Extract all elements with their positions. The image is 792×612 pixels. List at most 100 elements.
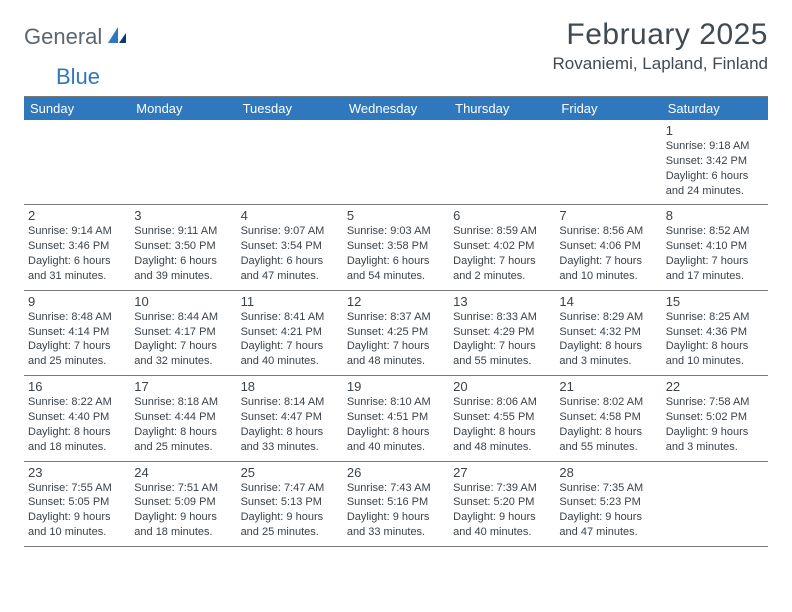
week-row: 1Sunrise: 9:18 AMSunset: 3:42 PMDaylight…: [24, 120, 768, 205]
day-info: Sunrise: 8:59 AMSunset: 4:02 PMDaylight:…: [453, 224, 551, 283]
day-number: 3: [134, 208, 232, 223]
day-number: 25: [241, 465, 339, 480]
day-info: Sunrise: 7:51 AMSunset: 5:09 PMDaylight:…: [134, 481, 232, 540]
day-number: 27: [453, 465, 551, 480]
day-number: 21: [559, 379, 657, 394]
day-cell: 20Sunrise: 8:06 AMSunset: 4:55 PMDayligh…: [449, 376, 555, 460]
location: Rovaniemi, Lapland, Finland: [553, 54, 768, 74]
day-info: Sunrise: 8:48 AMSunset: 4:14 PMDaylight:…: [28, 310, 126, 369]
day-number: 16: [28, 379, 126, 394]
week-row: 2Sunrise: 9:14 AMSunset: 3:46 PMDaylight…: [24, 205, 768, 290]
day-cell: 1Sunrise: 9:18 AMSunset: 3:42 PMDaylight…: [662, 120, 768, 204]
day-cell: 13Sunrise: 8:33 AMSunset: 4:29 PMDayligh…: [449, 291, 555, 375]
day-info: Sunrise: 8:33 AMSunset: 4:29 PMDaylight:…: [453, 310, 551, 369]
day-number: 24: [134, 465, 232, 480]
day-info: Sunrise: 8:41 AMSunset: 4:21 PMDaylight:…: [241, 310, 339, 369]
day-header-friday: Friday: [555, 97, 661, 120]
day-cell: 2Sunrise: 9:14 AMSunset: 3:46 PMDaylight…: [24, 205, 130, 289]
day-cell: 28Sunrise: 7:35 AMSunset: 5:23 PMDayligh…: [555, 462, 661, 546]
day-number: 9: [28, 294, 126, 309]
day-info: Sunrise: 9:18 AMSunset: 3:42 PMDaylight:…: [666, 139, 764, 198]
day-cell: 19Sunrise: 8:10 AMSunset: 4:51 PMDayligh…: [343, 376, 449, 460]
day-info: Sunrise: 8:14 AMSunset: 4:47 PMDaylight:…: [241, 395, 339, 454]
day-number: 1: [666, 123, 764, 138]
day-number: 4: [241, 208, 339, 223]
day-cell: 26Sunrise: 7:43 AMSunset: 5:16 PMDayligh…: [343, 462, 449, 546]
empty-cell: [662, 462, 768, 546]
week-row: 23Sunrise: 7:55 AMSunset: 5:05 PMDayligh…: [24, 462, 768, 547]
day-number: 12: [347, 294, 445, 309]
day-number: 2: [28, 208, 126, 223]
empty-cell: [449, 120, 555, 204]
day-info: Sunrise: 8:22 AMSunset: 4:40 PMDaylight:…: [28, 395, 126, 454]
day-info: Sunrise: 8:10 AMSunset: 4:51 PMDaylight:…: [347, 395, 445, 454]
day-cell: 14Sunrise: 8:29 AMSunset: 4:32 PMDayligh…: [555, 291, 661, 375]
day-cell: 17Sunrise: 8:18 AMSunset: 4:44 PMDayligh…: [130, 376, 236, 460]
day-cell: 18Sunrise: 8:14 AMSunset: 4:47 PMDayligh…: [237, 376, 343, 460]
day-header-row: SundayMondayTuesdayWednesdayThursdayFrid…: [24, 97, 768, 120]
day-number: 8: [666, 208, 764, 223]
day-number: 10: [134, 294, 232, 309]
day-number: 13: [453, 294, 551, 309]
logo-general: General: [24, 24, 102, 50]
calendar-page: General February 2025 Rovaniemi, Lapland…: [0, 0, 792, 565]
day-number: 28: [559, 465, 657, 480]
day-header-thursday: Thursday: [449, 97, 555, 120]
day-info: Sunrise: 8:56 AMSunset: 4:06 PMDaylight:…: [559, 224, 657, 283]
empty-cell: [555, 120, 661, 204]
day-number: 18: [241, 379, 339, 394]
day-number: 19: [347, 379, 445, 394]
day-info: Sunrise: 7:43 AMSunset: 5:16 PMDaylight:…: [347, 481, 445, 540]
day-number: 5: [347, 208, 445, 223]
day-header-tuesday: Tuesday: [237, 97, 343, 120]
empty-cell: [343, 120, 449, 204]
day-info: Sunrise: 8:25 AMSunset: 4:36 PMDaylight:…: [666, 310, 764, 369]
day-cell: 8Sunrise: 8:52 AMSunset: 4:10 PMDaylight…: [662, 205, 768, 289]
week-row: 16Sunrise: 8:22 AMSunset: 4:40 PMDayligh…: [24, 376, 768, 461]
day-info: Sunrise: 7:58 AMSunset: 5:02 PMDaylight:…: [666, 395, 764, 454]
day-number: 17: [134, 379, 232, 394]
day-info: Sunrise: 7:47 AMSunset: 5:13 PMDaylight:…: [241, 481, 339, 540]
day-cell: 10Sunrise: 8:44 AMSunset: 4:17 PMDayligh…: [130, 291, 236, 375]
day-info: Sunrise: 7:39 AMSunset: 5:20 PMDaylight:…: [453, 481, 551, 540]
month-title: February 2025: [553, 18, 768, 52]
day-header-sunday: Sunday: [24, 97, 130, 120]
day-number: 15: [666, 294, 764, 309]
day-info: Sunrise: 8:06 AMSunset: 4:55 PMDaylight:…: [453, 395, 551, 454]
day-info: Sunrise: 9:03 AMSunset: 3:58 PMDaylight:…: [347, 224, 445, 283]
day-info: Sunrise: 9:14 AMSunset: 3:46 PMDaylight:…: [28, 224, 126, 283]
sail-icon: [106, 25, 128, 50]
day-cell: 6Sunrise: 8:59 AMSunset: 4:02 PMDaylight…: [449, 205, 555, 289]
day-number: 22: [666, 379, 764, 394]
day-number: 23: [28, 465, 126, 480]
day-info: Sunrise: 9:11 AMSunset: 3:50 PMDaylight:…: [134, 224, 232, 283]
day-cell: 4Sunrise: 9:07 AMSunset: 3:54 PMDaylight…: [237, 205, 343, 289]
day-info: Sunrise: 8:44 AMSunset: 4:17 PMDaylight:…: [134, 310, 232, 369]
day-cell: 25Sunrise: 7:47 AMSunset: 5:13 PMDayligh…: [237, 462, 343, 546]
day-info: Sunrise: 8:37 AMSunset: 4:25 PMDaylight:…: [347, 310, 445, 369]
logo: General: [24, 18, 130, 50]
day-cell: 5Sunrise: 9:03 AMSunset: 3:58 PMDaylight…: [343, 205, 449, 289]
day-cell: 7Sunrise: 8:56 AMSunset: 4:06 PMDaylight…: [555, 205, 661, 289]
day-info: Sunrise: 7:55 AMSunset: 5:05 PMDaylight:…: [28, 481, 126, 540]
day-number: 20: [453, 379, 551, 394]
title-block: February 2025 Rovaniemi, Lapland, Finlan…: [553, 18, 768, 74]
day-info: Sunrise: 8:18 AMSunset: 4:44 PMDaylight:…: [134, 395, 232, 454]
day-number: 26: [347, 465, 445, 480]
day-cell: 15Sunrise: 8:25 AMSunset: 4:36 PMDayligh…: [662, 291, 768, 375]
day-header-wednesday: Wednesday: [343, 97, 449, 120]
day-cell: 16Sunrise: 8:22 AMSunset: 4:40 PMDayligh…: [24, 376, 130, 460]
empty-cell: [237, 120, 343, 204]
day-cell: 3Sunrise: 9:11 AMSunset: 3:50 PMDaylight…: [130, 205, 236, 289]
day-number: 11: [241, 294, 339, 309]
day-number: 14: [559, 294, 657, 309]
day-header-saturday: Saturday: [662, 97, 768, 120]
weeks-grid: 1Sunrise: 9:18 AMSunset: 3:42 PMDaylight…: [24, 120, 768, 547]
week-row: 9Sunrise: 8:48 AMSunset: 4:14 PMDaylight…: [24, 291, 768, 376]
day-cell: 22Sunrise: 7:58 AMSunset: 5:02 PMDayligh…: [662, 376, 768, 460]
day-cell: 9Sunrise: 8:48 AMSunset: 4:14 PMDaylight…: [24, 291, 130, 375]
day-info: Sunrise: 8:29 AMSunset: 4:32 PMDaylight:…: [559, 310, 657, 369]
day-cell: 24Sunrise: 7:51 AMSunset: 5:09 PMDayligh…: [130, 462, 236, 546]
logo-blue: Blue: [56, 64, 100, 90]
day-info: Sunrise: 8:52 AMSunset: 4:10 PMDaylight:…: [666, 224, 764, 283]
